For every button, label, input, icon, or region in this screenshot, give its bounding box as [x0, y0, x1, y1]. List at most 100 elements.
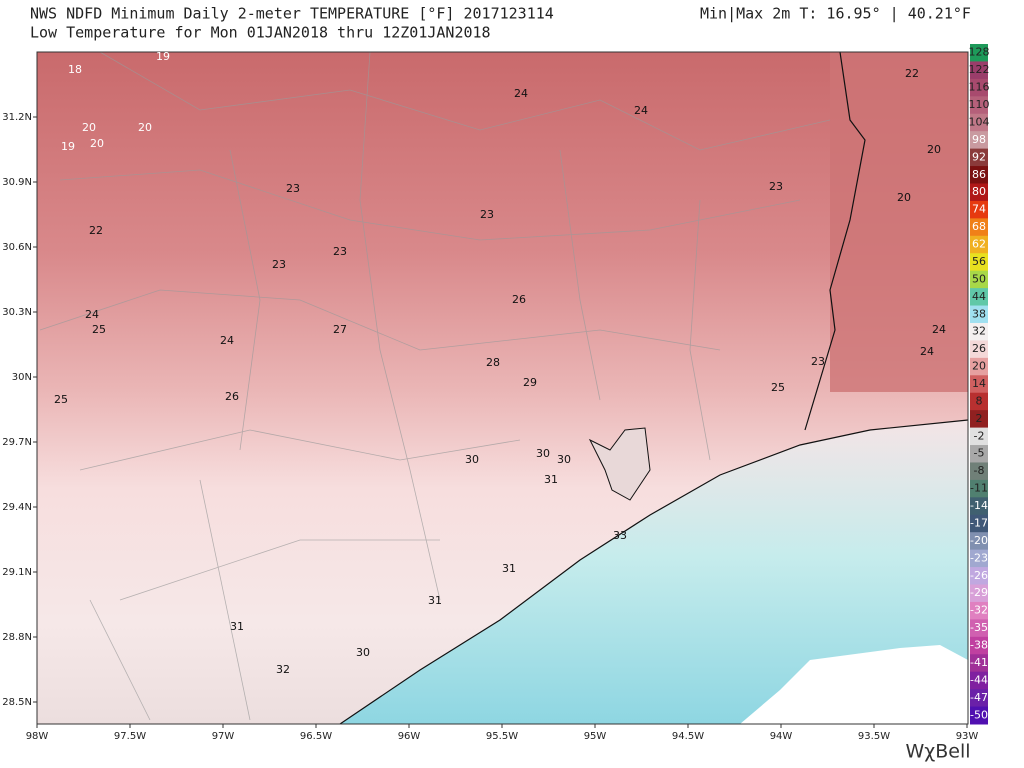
colorbar-segment	[970, 166, 988, 184]
colorbar-segment	[970, 218, 988, 237]
colorbar-label: -2	[974, 429, 985, 442]
colorbar-label: 110	[969, 98, 990, 111]
colorbar-label: 50	[972, 272, 986, 285]
lon-label: 94.5W	[672, 731, 704, 742]
subtitle: Low Temperature for Mon 01JAN2018 thru 1…	[30, 24, 491, 42]
colorbar-segment	[970, 305, 988, 324]
temperature-label: 19	[61, 140, 75, 153]
lat-label: 29.1N	[2, 567, 32, 578]
colorbar-segment	[970, 584, 988, 603]
colorbar-label: 26	[972, 342, 986, 355]
colorbar-label: -11	[970, 482, 988, 495]
temperature-label: 24	[634, 104, 648, 117]
colorbar-segment	[970, 322, 988, 341]
colorbar-segment	[970, 445, 988, 463]
lat-label: 29.4N	[2, 502, 32, 513]
colorbar-segment	[970, 636, 988, 655]
colorbar-label: 68	[972, 220, 986, 233]
colorbar-segment	[970, 235, 988, 254]
colorbar-label: 56	[972, 255, 986, 268]
colorbar-segment	[970, 514, 988, 533]
temperature-label: 18	[68, 63, 82, 76]
colorbar-label: 62	[972, 238, 986, 251]
colorbar-segment	[970, 61, 988, 80]
gulf	[340, 420, 968, 724]
min-max: Min|Max 2m T: 16.95° | 40.21°F	[700, 5, 971, 23]
temperature-label: 27	[333, 323, 347, 336]
colorbar-segment	[970, 654, 988, 673]
temperature-label: 30	[536, 447, 550, 460]
colorbar-label: 80	[972, 185, 986, 198]
lat-label: 30.6N	[2, 242, 32, 253]
colorbar-label: -14	[970, 499, 988, 512]
temperature-label: 30	[465, 453, 479, 466]
colorbar-segment	[970, 113, 988, 132]
colorbar-segment	[970, 567, 988, 586]
colorbar-segment	[970, 44, 988, 62]
colorbar-label: 32	[972, 325, 986, 338]
temperature-label: 30	[557, 453, 571, 466]
map	[37, 52, 968, 724]
land-shade	[830, 52, 968, 392]
colorbar-segment	[970, 392, 988, 411]
temperature-label: 23	[811, 355, 825, 368]
galveston-bay	[588, 427, 651, 501]
colorbar-segment	[970, 706, 988, 725]
colorbar-segment	[970, 200, 988, 219]
colorbar-label: 128	[969, 46, 990, 59]
lat-label: 28.5N	[2, 697, 32, 708]
colorbar-label: 8	[976, 394, 983, 407]
logo: WχBell	[905, 741, 970, 763]
colorbar-segment	[970, 131, 988, 150]
colorbar-segment	[970, 148, 988, 167]
colorbar-segment	[970, 462, 988, 481]
temperature-label: 24	[920, 345, 934, 358]
temperature-label: 23	[480, 208, 494, 221]
colorbar-label: -5	[974, 447, 985, 460]
colorbar-label: -23	[970, 551, 988, 564]
lon-label: 95W	[584, 731, 607, 742]
colorbar-segment	[970, 689, 988, 708]
colorbar-label: -20	[970, 534, 988, 547]
temperature-label: 20	[82, 121, 96, 134]
temperature-label: 20	[897, 191, 911, 204]
temperature-label: 22	[905, 67, 919, 80]
colorbar-label: 122	[969, 63, 990, 76]
lon-label: 98W	[26, 731, 49, 742]
colorbar-label: -26	[970, 569, 988, 582]
colorbar-segment	[970, 671, 988, 690]
lat-label: 29.7N	[2, 437, 32, 448]
colorbar-segment	[970, 340, 988, 359]
lon-label: 93W	[956, 731, 979, 742]
temperature-label: 23	[769, 180, 783, 193]
lon-label: 96W	[398, 731, 421, 742]
temperature-label: 31	[428, 594, 442, 607]
lat-label: 30.9N	[2, 177, 32, 188]
colorbar-label: -17	[970, 516, 988, 529]
colorbar-label: -32	[970, 604, 988, 617]
colorbar-label: 104	[969, 115, 990, 128]
colorbar-label: -44	[970, 673, 988, 686]
temperature-label: 19	[156, 50, 170, 63]
title: NWS NDFD Minimum Daily 2-meter TEMPERATU…	[30, 5, 554, 23]
colorbar-segment	[970, 288, 988, 307]
colorbar-segment	[970, 549, 988, 568]
colorbar-label: 116	[969, 81, 990, 94]
temperature-label: 24	[85, 308, 99, 321]
colorbar-label: 14	[972, 377, 986, 390]
colorbar-label: -41	[970, 656, 988, 669]
colorbar-label: -8	[974, 464, 985, 477]
colorbar-segment	[970, 427, 988, 446]
coastline	[339, 419, 968, 724]
colorbar-label: 92	[972, 150, 986, 163]
colorbar-segment	[970, 96, 988, 115]
colorbar-label: -47	[970, 691, 988, 704]
colorbar-segment	[970, 410, 988, 429]
colorbar-label: 86	[972, 168, 986, 181]
colorbar-segment	[970, 270, 988, 289]
lon-label: 97.5W	[114, 731, 146, 742]
temperature-label: 31	[502, 562, 516, 575]
temperature-label: 20	[90, 137, 104, 150]
colorbar-segment	[970, 479, 988, 498]
